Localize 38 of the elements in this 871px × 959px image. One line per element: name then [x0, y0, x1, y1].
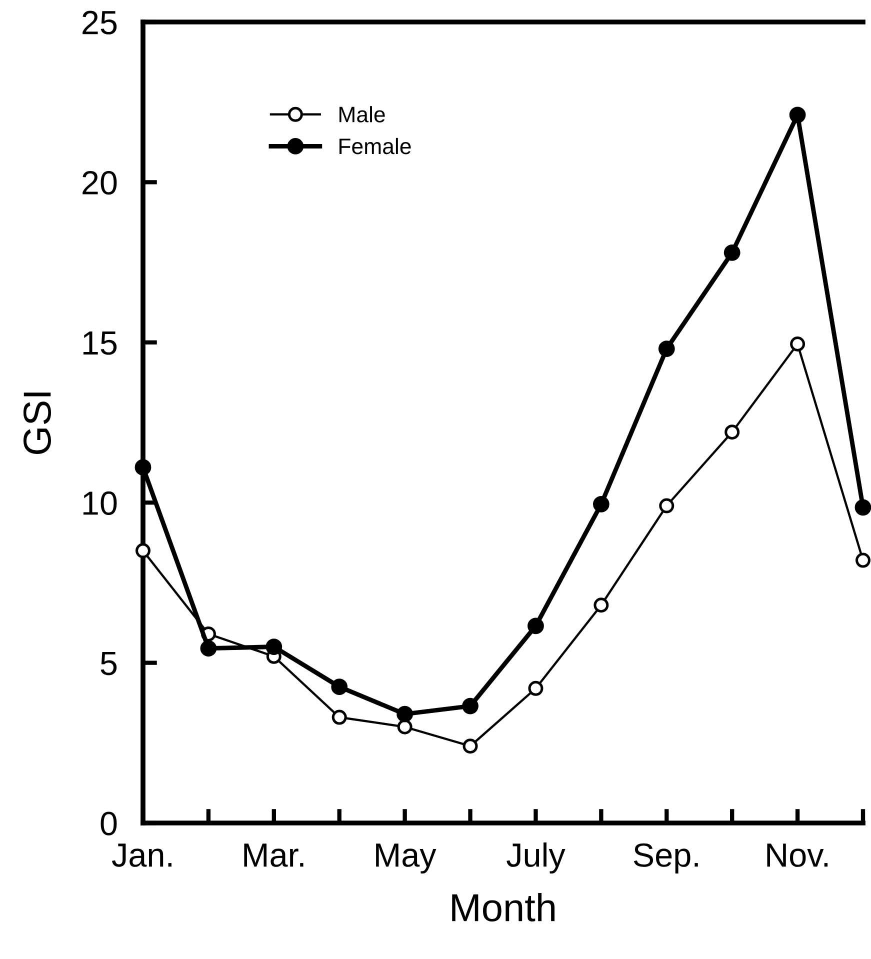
point: [266, 638, 282, 655]
y-axis-title: GSI: [23, 392, 52, 454]
x-tick-label: Mar.: [244, 844, 304, 867]
y-tick-label: 25: [82, 10, 117, 34]
point: [462, 738, 478, 754]
legend-label: Male: [339, 106, 385, 122]
y-tick-label: 5: [100, 652, 117, 676]
point: [528, 680, 544, 696]
y-tick-label: 20: [82, 171, 117, 195]
point: [790, 336, 806, 352]
point: [528, 618, 544, 634]
point: [397, 719, 412, 734]
point: [789, 106, 806, 124]
point: [462, 698, 478, 714]
x-tick-label: July: [506, 842, 566, 874]
x-tick-label: May: [376, 844, 436, 874]
point: [724, 244, 740, 261]
point: [594, 598, 609, 613]
point: [331, 678, 348, 696]
x-tick-label: Sep.: [634, 843, 698, 874]
point: [659, 498, 674, 514]
point: [396, 706, 414, 722]
y-tick-label: 0: [100, 812, 117, 836]
point: [724, 424, 740, 440]
legend-label: Female: [339, 138, 411, 154]
point: [658, 340, 675, 358]
y-tick-label: 10: [83, 491, 117, 516]
point: [134, 459, 152, 476]
point: [856, 552, 870, 568]
point: [592, 496, 610, 512]
point: [136, 543, 150, 558]
point: [854, 499, 871, 516]
x-tick-label: Jan.: [112, 844, 172, 867]
x-tick-label: Nov.: [767, 844, 828, 867]
y-tick-label: 15: [83, 332, 117, 355]
point: [332, 710, 347, 725]
x-axis-title: Month: [452, 892, 555, 922]
point: [200, 640, 217, 657]
